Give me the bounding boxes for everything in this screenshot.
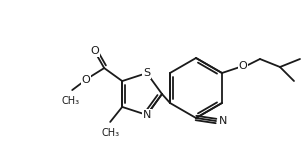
Text: CH₃: CH₃: [101, 128, 119, 138]
Text: O: O: [239, 61, 247, 71]
Text: N: N: [143, 110, 151, 120]
Text: N: N: [219, 116, 227, 126]
Text: CH₃: CH₃: [61, 96, 79, 106]
Text: O: O: [82, 75, 91, 85]
Text: S: S: [143, 68, 150, 78]
Text: O: O: [91, 46, 99, 56]
